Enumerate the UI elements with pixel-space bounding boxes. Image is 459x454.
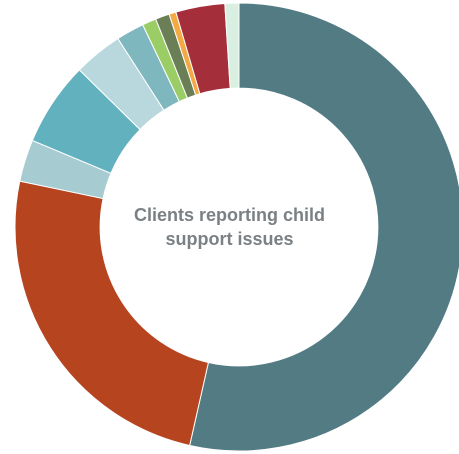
pie-slice-2 bbox=[14, 180, 210, 447]
pie-slice-11 bbox=[224, 2, 240, 89]
pie-slice-1 bbox=[189, 2, 459, 452]
